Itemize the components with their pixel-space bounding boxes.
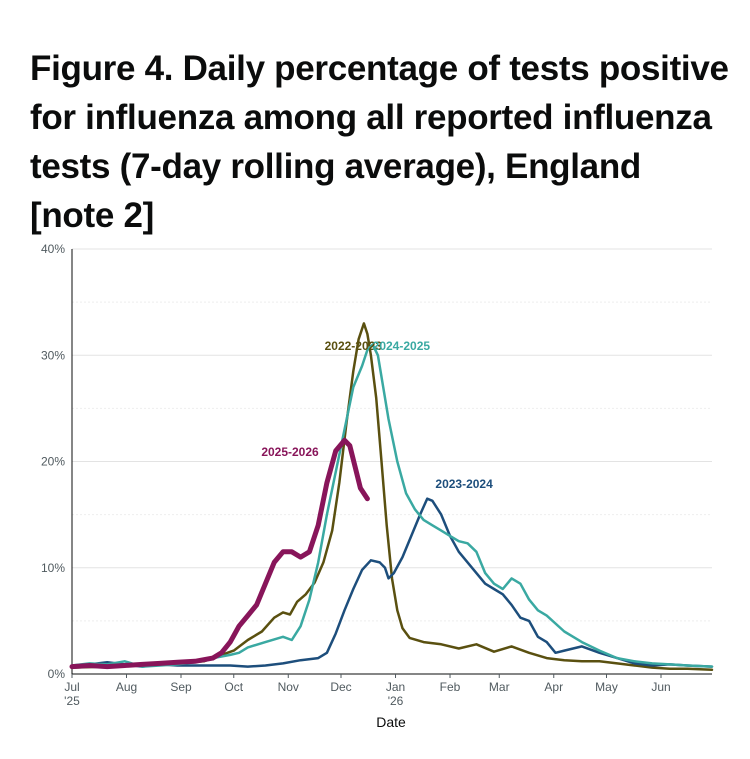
- series-label: 2023-2024: [435, 477, 493, 491]
- x-tick-sublabel: '25: [64, 694, 80, 708]
- series-label-layer: 2022-2023 2023-2024 2024-2025 2025-2026: [261, 339, 493, 491]
- x-tick-label: Sep: [170, 680, 192, 694]
- series-line: [70, 497, 714, 668]
- x-tick-sublabel: '26: [388, 694, 404, 708]
- series-line: [70, 343, 714, 668]
- y-tick-label: 20%: [41, 455, 65, 469]
- series-line: [69, 437, 370, 670]
- x-tick-label: Jun: [651, 680, 670, 694]
- x-tick-label: Feb: [440, 680, 461, 694]
- x-tick-label: Oct: [224, 680, 243, 694]
- y-tick-label: 30%: [41, 348, 65, 362]
- x-tick-label: Mar: [489, 680, 510, 694]
- series-label: 2022-2023: [325, 339, 383, 353]
- series-label: 2024-2025: [373, 339, 431, 353]
- axis-layer: 0% 10% 20% 30% 40% Jul'25 Aug Sep Oct Nov Dec Jan'2…: [41, 242, 712, 708]
- grid-layer: [72, 248, 712, 675]
- x-tick-label: Apr: [544, 680, 563, 694]
- x-tick-label: Jul: [64, 680, 79, 694]
- series-label: 2025-2026: [261, 445, 319, 459]
- x-tick-label: Nov: [278, 680, 299, 694]
- x-tick-label: May: [595, 680, 618, 694]
- series-layer: [69, 322, 714, 672]
- figure-title: Figure 4. Daily percentage of tests posi…: [30, 49, 729, 235]
- x-axis-title: Date: [376, 714, 406, 730]
- y-tick-label: 40%: [41, 242, 65, 256]
- y-tick-label: 10%: [41, 561, 65, 575]
- y-tick-label: 0%: [48, 667, 66, 681]
- x-tick-label: Jan: [386, 680, 405, 694]
- x-tick-label: Aug: [116, 680, 137, 694]
- series-line: [70, 322, 714, 672]
- x-tick-label: Dec: [330, 680, 351, 694]
